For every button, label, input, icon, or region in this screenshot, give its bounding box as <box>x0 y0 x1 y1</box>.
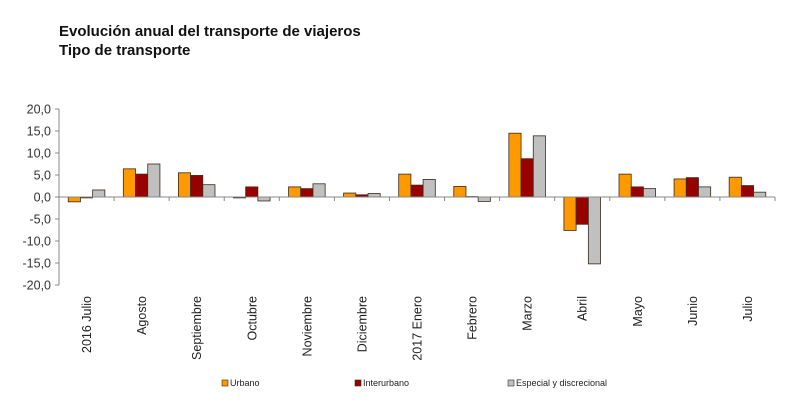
x-tick-label: Abril <box>576 296 590 321</box>
y-tick-label: -10,0 <box>23 235 52 249</box>
bar-especial-y-discrecional-7 <box>477 196 491 202</box>
bar-urbano-12 <box>728 176 742 198</box>
legend-swatch-0 <box>221 379 229 387</box>
x-tick-label: Marzo <box>521 296 535 331</box>
legend: Urbano Interurbano Especial y discrecional <box>221 378 607 388</box>
x-tick-label: Septiembre <box>190 296 204 360</box>
bar-urbano-10 <box>618 173 632 198</box>
x-tick-label: 2016 Julio <box>80 296 94 353</box>
y-tick-label: 20,0 <box>27 103 51 117</box>
bar-interurbano-8 <box>520 158 534 198</box>
bar-interurbano-3 <box>245 186 259 198</box>
x-tick-label: Diciembre <box>355 296 369 352</box>
bar-especial-y-discrecional-1 <box>147 163 161 198</box>
bar-especial-y-discrecional-3 <box>257 196 271 202</box>
x-tick-label: Febrero <box>466 296 480 340</box>
x-tick-label: Octubre <box>245 296 259 341</box>
bar-urbano-8 <box>508 132 522 198</box>
y-tick-label: -20,0 <box>23 279 52 293</box>
x-tick-label: 2017 Enero <box>411 296 425 361</box>
x-tick-label: Julio <box>741 296 755 322</box>
bar-interurbano-12 <box>740 185 754 198</box>
legend-swatch-1 <box>354 379 362 387</box>
bar-interurbano-6 <box>410 184 424 198</box>
chart-title: Evolución anual del transporte de viajer… <box>59 23 361 40</box>
bar-urbano-11 <box>673 178 687 198</box>
bar-especial-y-discrecional-11 <box>698 186 712 198</box>
chart-subtitle: Tipo de transporte <box>59 42 191 59</box>
axes-group <box>58 109 775 285</box>
bar-interurbano-4 <box>300 188 314 198</box>
bar-urbano-6 <box>398 173 412 198</box>
bar-especial-y-discrecional-6 <box>422 178 436 198</box>
bar-urbano-5 <box>343 192 357 198</box>
bar-urbano-2 <box>177 172 191 198</box>
x-tick-label: Agosto <box>135 296 149 335</box>
legend-label-2: Especial y discrecional <box>516 378 607 388</box>
bar-especial-y-discrecional-5 <box>367 193 381 198</box>
x-tick-label: Junio <box>686 296 700 326</box>
y-tick-label: 0,0 <box>34 191 51 205</box>
bar-especial-y-discrecional-9 <box>587 196 601 265</box>
y-tick-label: -15,0 <box>23 257 52 271</box>
bar-urbano-4 <box>288 186 302 198</box>
bar-urbano-9 <box>563 196 577 231</box>
legend-swatch-2 <box>507 379 515 387</box>
bar-especial-y-discrecional-4 <box>312 183 326 198</box>
bar-especial-y-discrecional-8 <box>532 135 546 198</box>
bar-especial-y-discrecional-10 <box>643 188 657 198</box>
y-tick-label: 15,0 <box>27 125 51 139</box>
bar-urbano-0 <box>67 196 81 203</box>
legend-label-0: Urbano <box>230 378 260 388</box>
y-tick-label: -5,0 <box>29 213 51 227</box>
bar-interurbano-9 <box>575 196 589 225</box>
y-axis-ticks: 20,0 15,0 10,0 5,0 0,0 -5,0 -10,0 -15,0 -20,0 <box>23 103 59 293</box>
bar-interurbano-1 <box>135 173 149 198</box>
bar-especial-y-discrecional-12 <box>753 191 767 198</box>
bar-urbano-7 <box>453 186 467 198</box>
bar-especial-y-discrecional-2 <box>202 184 216 198</box>
legend-label-1: Interurbano <box>363 378 409 388</box>
y-tick-label: 5,0 <box>34 169 51 183</box>
bar-interurbano-10 <box>630 186 644 198</box>
x-axis-ticks: 2016 Julio Agosto Septiembre Octubre Noviemb… <box>58 197 776 361</box>
bar-interurbano-2 <box>190 175 204 198</box>
x-tick-label: Noviembre <box>300 296 314 356</box>
x-tick-label: Mayo <box>631 296 645 327</box>
bar-interurbano-11 <box>685 177 699 198</box>
bar-urbano-1 <box>122 168 136 198</box>
bar-especial-y-discrecional-0 <box>92 189 106 198</box>
y-tick-label: 10,0 <box>27 147 51 161</box>
bars-group <box>67 132 767 265</box>
